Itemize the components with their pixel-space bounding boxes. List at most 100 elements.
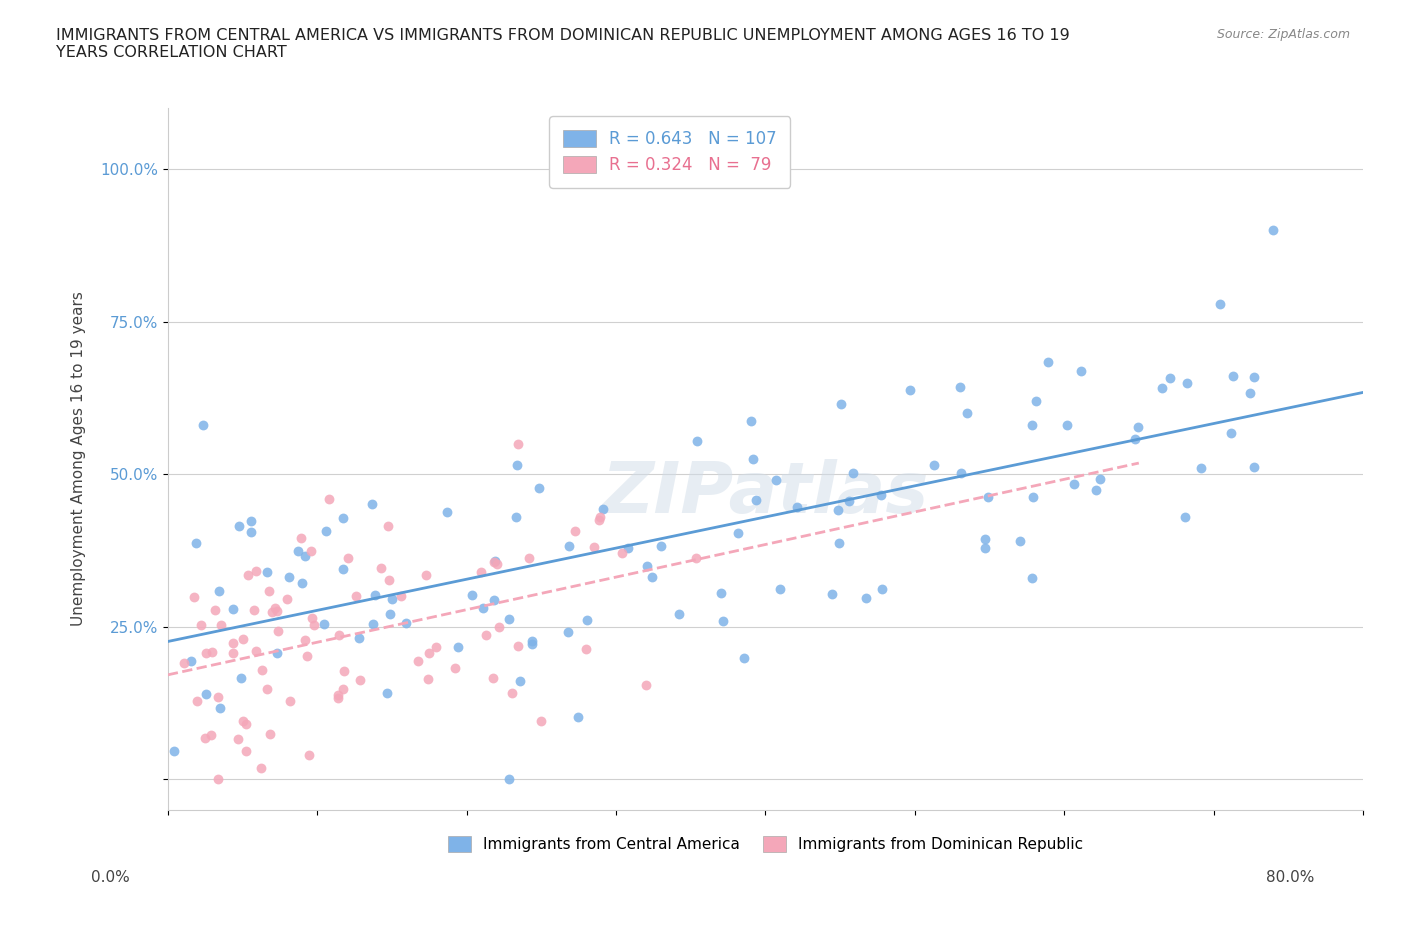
Point [486,557,509,572]
Point [194,645,217,660]
Point [436,504,458,519]
Point [235,717,257,732]
Point [1021,570,1043,585]
Point [668,606,690,621]
Point [259,583,281,598]
Point [575,642,598,657]
Point [1085,483,1108,498]
Point [588,512,610,527]
Point [506,639,529,654]
Point [232,631,254,646]
Point [332,682,354,697]
Point [301,611,323,626]
Point [520,636,543,651]
Point [1063,477,1085,492]
Point [612,545,634,560]
Point [299,543,322,558]
Point [190,618,212,632]
Point [314,617,336,631]
Point [1022,490,1045,505]
Point [842,465,865,480]
Point [733,650,755,665]
Point [278,693,301,708]
Point [222,646,245,661]
Point [1222,368,1244,383]
Point [1123,432,1146,446]
Point [742,452,765,467]
Point [447,639,470,654]
Point [508,436,530,451]
Point [277,569,299,584]
Point [416,671,439,686]
Point [377,685,399,700]
Point [592,501,614,516]
Point [364,588,387,603]
Point [228,519,250,534]
Point [820,587,842,602]
Point [406,654,429,669]
Point [974,532,997,547]
Point [360,497,382,512]
Point [222,636,245,651]
Point [1021,418,1043,432]
Point [207,583,229,598]
Point [685,551,707,565]
Point [232,713,254,728]
Point [830,397,852,412]
Point [1056,418,1078,432]
Point [347,631,370,645]
Text: 0.0%: 0.0% [91,870,131,884]
Point [1150,380,1173,395]
Point [259,726,281,741]
Y-axis label: Unemployment Among Ages 16 to 19 years: Unemployment Among Ages 16 to 19 years [72,291,86,626]
Point [564,524,586,538]
Point [418,645,440,660]
Point [1219,426,1241,441]
Point [1159,371,1181,386]
Point [236,567,259,582]
Point [488,619,510,634]
Point [326,688,349,703]
Point [949,379,972,394]
Point [380,591,402,606]
Text: ZIPatlas: ZIPatlas [602,459,929,528]
Point [977,490,1000,505]
Point [295,648,318,663]
Point [1036,354,1059,369]
Point [186,536,208,551]
Text: Source: ZipAtlas.com: Source: ZipAtlas.com [1216,28,1350,41]
Point [389,589,412,604]
Point [444,660,467,675]
Point [191,418,214,432]
Point [786,500,808,515]
Point [711,614,734,629]
Point [201,644,224,659]
Point [294,549,316,564]
Point [183,590,205,604]
Point [302,618,325,632]
Point [650,538,672,553]
Point [898,382,921,397]
Point [686,433,709,448]
Point [855,591,877,606]
Point [194,730,217,745]
Point [1070,364,1092,379]
Point [207,690,229,705]
Point [1128,420,1150,435]
Point [328,691,350,706]
Point [266,604,288,618]
Point [498,612,520,627]
Point [527,481,550,496]
Point [740,413,762,428]
Point [380,606,402,621]
Point [264,601,287,616]
Point [1243,370,1265,385]
Point [377,573,399,588]
Point [363,617,385,631]
Point [235,743,257,758]
Point [461,587,484,602]
Point [745,493,768,508]
Point [415,567,437,582]
Point [1010,534,1032,549]
Point [266,645,288,660]
